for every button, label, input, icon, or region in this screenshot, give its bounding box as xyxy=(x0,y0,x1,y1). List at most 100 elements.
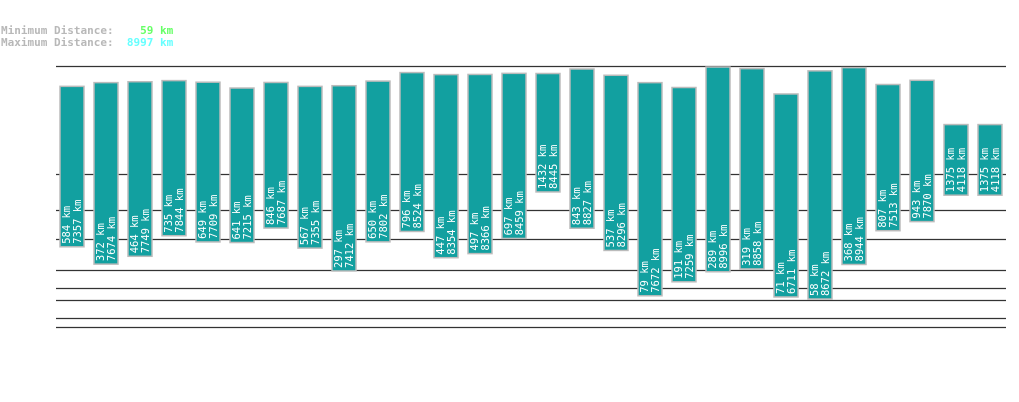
bar-rect xyxy=(807,70,833,300)
min-distance-label: 71 km xyxy=(775,262,787,294)
max-distance-label: 8827 km xyxy=(582,181,594,225)
bar-rect xyxy=(127,80,153,258)
max-distance-label: 7672 km xyxy=(650,249,662,293)
min-distance-label: 368 km xyxy=(843,224,855,262)
min-distance-label: 796 km xyxy=(401,191,413,229)
distance-bar: 846 km 7687 km xyxy=(263,81,289,229)
max-label: Maximum Distance: xyxy=(1,36,114,49)
max-distance-label: 7355 km xyxy=(310,201,322,245)
bar-rect xyxy=(331,84,357,272)
bar-rect xyxy=(773,93,799,298)
bar-rect xyxy=(467,73,493,255)
distance-bar: 584 km 7357 km xyxy=(59,85,85,248)
min-distance-label: 843 km xyxy=(571,187,583,225)
min-value: 59 km xyxy=(140,24,174,37)
bar-rect xyxy=(501,72,527,240)
bar-rect xyxy=(739,67,765,270)
bar-rect xyxy=(535,72,561,193)
distance-bar: 843 km 8827 km xyxy=(569,68,595,230)
min-distance-label: 641 km xyxy=(231,202,243,240)
min-distance-label: 297 km xyxy=(333,230,345,268)
min-distance-label: 584 km xyxy=(61,206,73,244)
distance-bar: 807 km 7513 km xyxy=(875,83,901,232)
max-distance-label: 7802 km xyxy=(378,195,390,239)
bar-rect xyxy=(875,83,901,232)
distance-bar: 319 km 8858 km xyxy=(739,67,765,270)
distance-bar: 735 km 7844 km xyxy=(161,79,187,237)
distance-bar: 289 km 8996 km xyxy=(705,66,731,273)
min-distance-label: 1432 km xyxy=(537,145,549,189)
max-distance-label: 8445 km xyxy=(548,145,560,189)
min-distance-label: 735 km xyxy=(163,195,175,233)
max-distance-label: 7513 km xyxy=(888,183,900,227)
bar-rect xyxy=(943,123,969,196)
min-distance-label: 191 km xyxy=(673,241,685,279)
max-distance-label: 4118 km xyxy=(990,148,1002,192)
max-distance-label: 8459 km xyxy=(514,191,526,235)
distance-bar: 1375 km 4118 km xyxy=(977,123,1003,196)
max-distance-label: 7259 km xyxy=(684,235,696,279)
max-distance-label: 6711 km xyxy=(786,250,798,294)
min-distance-label: 807 km xyxy=(877,190,889,228)
max-distance-label: 8524 km xyxy=(412,184,424,228)
distance-bar: 447 km 8354 km xyxy=(433,73,459,259)
max-distance-label: 7844 km xyxy=(174,188,186,232)
bar-rect xyxy=(59,85,85,248)
bar-rect xyxy=(161,79,187,237)
min-distance-label: 372 km xyxy=(95,223,107,261)
bar-rect xyxy=(603,74,629,252)
bar-rect xyxy=(93,81,119,265)
max-distance-label: 8672 km xyxy=(820,252,832,296)
distance-bar: 650 km 7802 km xyxy=(365,80,391,243)
distance-bar: 649 km 7709 km xyxy=(195,81,221,243)
distance-bar: 191 km 7259 km xyxy=(671,86,697,283)
min-distance-label: 537 km xyxy=(605,210,617,248)
bar-rect xyxy=(229,87,255,244)
max-distance-label: 8354 km xyxy=(446,210,458,254)
max-distance-label: 7357 km xyxy=(72,200,84,244)
distance-bar: 497 km 8366 km xyxy=(467,73,493,255)
distance-bar: 537 km 8296 km xyxy=(603,74,629,252)
min-distance-label: 58 km xyxy=(809,264,821,296)
max-distance-label: 7709 km xyxy=(208,195,220,239)
max-distance-label: 8996 km xyxy=(718,225,730,269)
min-distance-label: 319 km xyxy=(741,228,753,266)
bar-rect xyxy=(977,123,1003,196)
max-distance-label: 8366 km xyxy=(480,206,492,250)
max-distance-label: 7215 km xyxy=(242,195,254,239)
bar-rect xyxy=(263,81,289,229)
bar-rect xyxy=(433,73,459,259)
min-distance-label: 649 km xyxy=(197,201,209,239)
max-distance-label: 4118 km xyxy=(956,148,968,192)
distance-bar: 1375 km 4118 km xyxy=(943,123,969,196)
max-distance-label: 8858 km xyxy=(752,222,764,266)
min-distance-label: 846 km xyxy=(265,187,277,225)
bar-rect xyxy=(909,79,935,223)
max-distance-label: 7674 km xyxy=(106,217,118,261)
distance-bar: 79 km 7672 km xyxy=(637,81,663,297)
bar-rect xyxy=(399,71,425,233)
distance-bar: 372 km 7674 km xyxy=(93,81,119,265)
min-distance-label: 1375 km xyxy=(945,148,957,192)
min-distance-label: 1375 km xyxy=(979,148,991,192)
bar-rect xyxy=(705,66,731,273)
distance-bar: 796 km 8524 km xyxy=(399,71,425,233)
min-distance-label: 79 km xyxy=(639,261,651,293)
distance-bar: 58 km 8672 km xyxy=(807,70,833,300)
max-distance-label: 7870 km xyxy=(922,174,934,218)
distance-bar: 697 km 8459 km xyxy=(501,72,527,240)
distance-bar: 464 km 7749 km xyxy=(127,80,153,258)
max-distance-label: 7687 km xyxy=(276,181,288,225)
max-distance-label: 7749 km xyxy=(140,209,152,253)
max-distance-label: 8944 km xyxy=(854,217,866,261)
bar-rect xyxy=(637,81,663,297)
distance-bar: 641 km 7215 km xyxy=(229,87,255,244)
min-distance-label: 497 km xyxy=(469,213,481,251)
min-distance-label: 447 km xyxy=(435,217,447,255)
bar-rect xyxy=(569,68,595,230)
bar-rect xyxy=(195,81,221,243)
min-label: Minimum Distance: xyxy=(1,24,114,37)
distance-bar: 71 km 6711 km xyxy=(773,93,799,298)
min-distance-label: 289 km xyxy=(707,231,719,269)
